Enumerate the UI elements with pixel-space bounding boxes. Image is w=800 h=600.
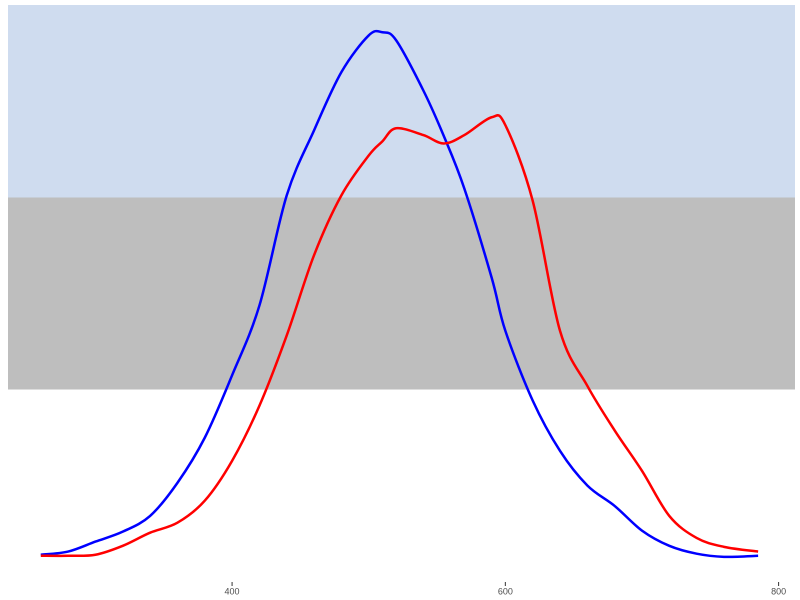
density-line: [40, 114, 759, 558]
x-tick-label: 800: [771, 586, 786, 596]
x-tick-label: 400: [225, 586, 240, 596]
x-tick-label: 600: [498, 586, 513, 596]
band: [8, 5, 795, 198]
density-line: [40, 29, 759, 559]
band: [8, 197, 795, 390]
